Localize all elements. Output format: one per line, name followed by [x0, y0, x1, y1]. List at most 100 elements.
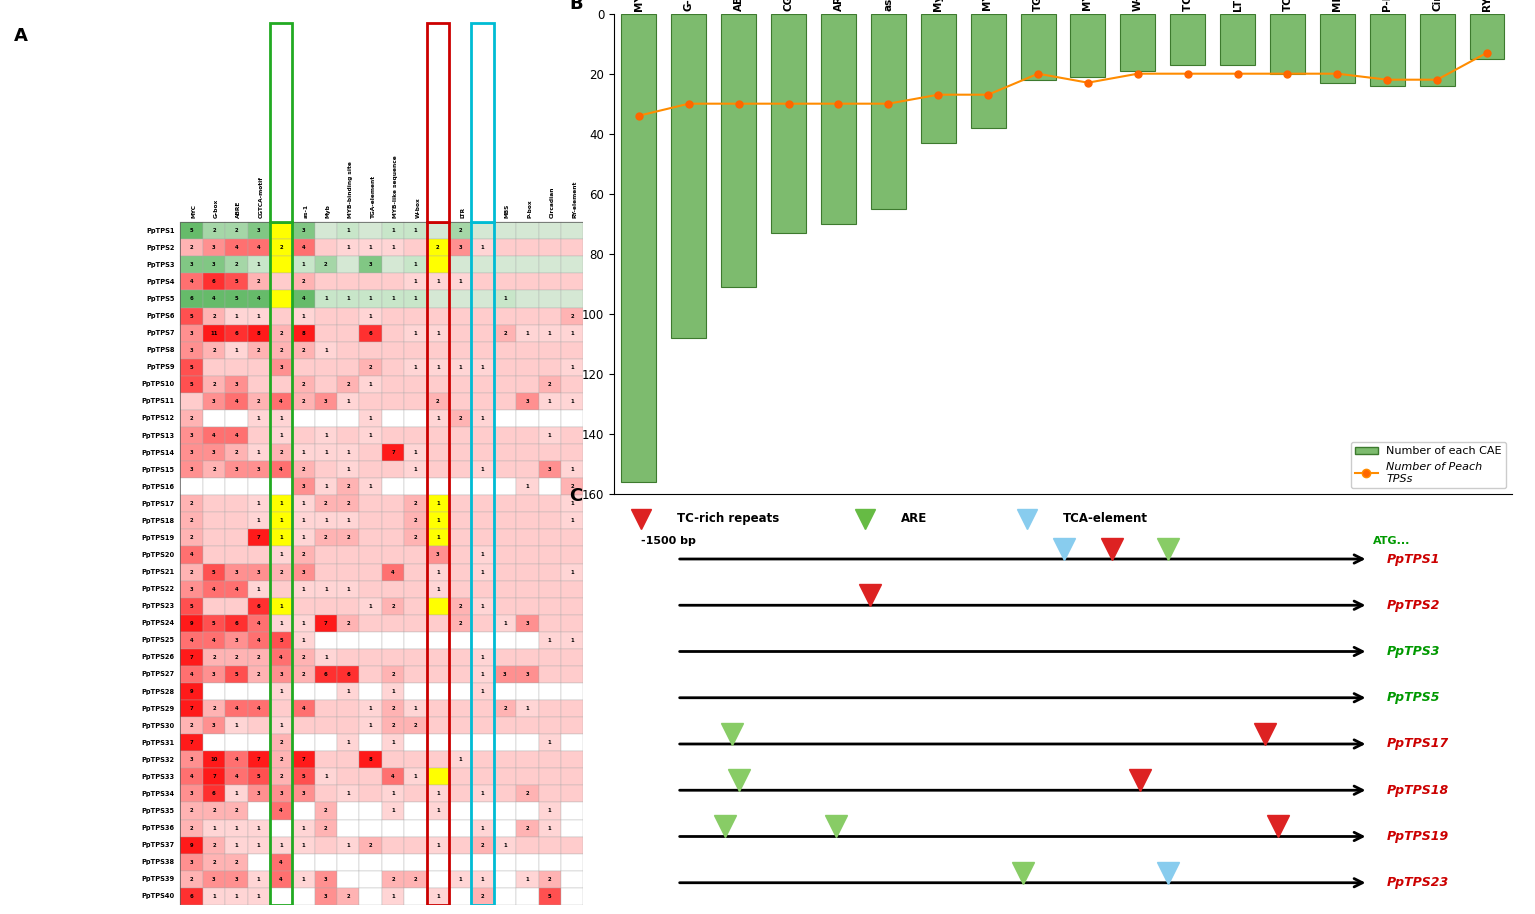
Bar	[494, 734, 516, 751]
Bar	[539, 273, 560, 291]
Bar	[448, 547, 471, 564]
Bar	[471, 649, 494, 666]
Text: 7: 7	[256, 758, 261, 762]
Text: 3: 3	[212, 450, 216, 455]
Bar	[181, 222, 583, 905]
Text: PpTPS3: PpTPS3	[1386, 645, 1440, 658]
Bar	[181, 444, 583, 462]
Bar	[315, 307, 338, 324]
Text: 2: 2	[571, 314, 574, 319]
Bar	[560, 580, 583, 598]
Bar	[226, 273, 247, 291]
Bar	[448, 854, 471, 871]
Bar	[427, 273, 450, 291]
Bar	[560, 427, 583, 444]
Bar	[494, 802, 516, 820]
Text: 4: 4	[256, 245, 261, 250]
Bar	[516, 307, 539, 324]
Bar	[338, 887, 359, 905]
Bar	[539, 769, 560, 785]
Bar	[539, 666, 560, 683]
Bar	[448, 273, 471, 291]
Bar	[338, 273, 359, 291]
Bar	[181, 871, 203, 887]
Bar	[382, 376, 404, 393]
Text: 2: 2	[190, 723, 193, 728]
Bar	[471, 462, 494, 478]
Bar	[494, 409, 516, 427]
Text: 7: 7	[190, 655, 193, 660]
Bar	[560, 820, 583, 836]
Bar	[247, 462, 270, 478]
Bar	[203, 256, 226, 273]
Text: 1: 1	[459, 758, 462, 762]
Bar	[181, 256, 203, 273]
Bar	[539, 887, 560, 905]
Bar	[382, 717, 404, 734]
Bar	[382, 649, 404, 666]
Text: 3: 3	[190, 331, 193, 335]
Text: 1: 1	[391, 740, 394, 745]
Bar	[448, 751, 471, 769]
Text: 1: 1	[436, 331, 439, 335]
Text: PpTPS19: PpTPS19	[1386, 830, 1449, 843]
Bar	[338, 358, 359, 376]
Bar	[315, 785, 338, 802]
Bar	[247, 444, 270, 462]
Bar	[404, 222, 427, 239]
Bar	[427, 854, 450, 871]
Bar	[359, 785, 382, 802]
Bar	[404, 462, 427, 478]
Bar	[338, 239, 359, 256]
Bar	[270, 836, 292, 854]
Text: 2: 2	[279, 774, 282, 780]
Bar	[292, 649, 315, 666]
Bar	[247, 769, 270, 785]
Text: PpTPS35: PpTPS35	[141, 808, 175, 814]
Text: 1: 1	[279, 689, 282, 694]
Bar	[516, 222, 539, 239]
Bar	[338, 444, 359, 462]
Text: 1: 1	[347, 740, 350, 745]
Text: 1: 1	[569, 399, 574, 404]
Bar	[270, 444, 292, 462]
Bar	[359, 222, 382, 239]
Text: 1: 1	[301, 877, 305, 882]
Bar	[359, 580, 382, 598]
Text: PpTPS10: PpTPS10	[141, 381, 175, 388]
Text: 3: 3	[190, 467, 193, 473]
Bar	[270, 547, 292, 564]
Bar	[315, 393, 338, 409]
Bar	[292, 871, 315, 887]
Text: -1500 bp: -1500 bp	[642, 536, 695, 546]
Bar	[516, 871, 539, 887]
Text: 1: 1	[436, 809, 439, 813]
Bar	[338, 751, 359, 769]
Bar	[494, 529, 516, 547]
Bar	[181, 649, 203, 666]
Text: PpTPS33: PpTPS33	[141, 774, 175, 780]
Text: 1: 1	[569, 518, 574, 524]
Bar	[181, 324, 583, 342]
Bar	[382, 769, 404, 785]
Bar	[181, 495, 583, 513]
Bar	[226, 717, 247, 734]
Bar	[181, 836, 583, 854]
Text: PpTPS19: PpTPS19	[141, 535, 175, 541]
Bar	[404, 256, 427, 273]
Text: B: B	[569, 0, 583, 13]
Bar	[382, 358, 404, 376]
Bar	[181, 649, 583, 666]
Text: 2: 2	[279, 569, 282, 575]
Bar	[494, 649, 516, 666]
Bar	[516, 836, 539, 854]
Text: 1: 1	[347, 296, 350, 302]
Text: PpTPS7: PpTPS7	[146, 330, 175, 336]
Bar	[315, 291, 338, 307]
Bar	[427, 393, 450, 409]
Bar	[494, 427, 516, 444]
Text: 2: 2	[212, 347, 216, 353]
Bar	[359, 666, 382, 683]
Bar	[494, 376, 516, 393]
Text: 1: 1	[256, 262, 261, 268]
